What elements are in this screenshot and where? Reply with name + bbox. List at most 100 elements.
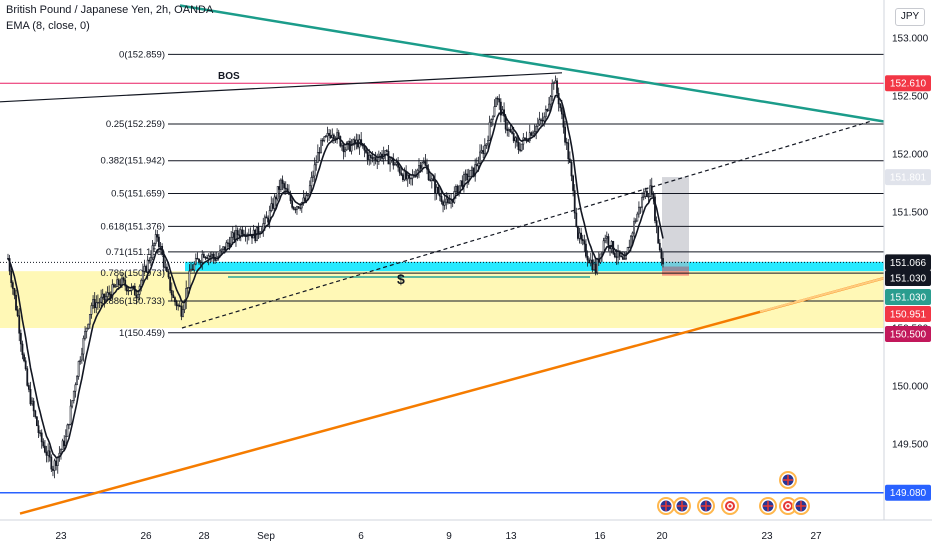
price-tick-label: 152.500 xyxy=(892,92,929,103)
candle-up xyxy=(87,323,90,329)
candle-down xyxy=(402,174,404,181)
candle-down xyxy=(577,226,579,239)
candle-up xyxy=(77,361,80,377)
candle-down xyxy=(400,172,403,176)
fib-level-label: 0.5(151.659) xyxy=(111,189,165,200)
price-tag xyxy=(885,306,931,322)
candle-up xyxy=(31,400,33,405)
candle-up xyxy=(47,450,50,456)
candle-up xyxy=(345,142,348,151)
candle-up xyxy=(410,177,412,180)
fib-level-label: 0.886(150.733) xyxy=(101,296,165,307)
candle-up xyxy=(308,185,311,195)
candle-down xyxy=(175,301,178,307)
candle-down xyxy=(342,144,345,153)
candle-down xyxy=(11,282,14,289)
candle-up xyxy=(185,288,188,303)
candle-up xyxy=(313,164,316,177)
price-tag xyxy=(885,289,931,305)
price-tick-label: 150.000 xyxy=(892,382,929,393)
candle-down xyxy=(169,276,172,291)
candle-up xyxy=(210,253,213,257)
candle-down xyxy=(156,234,159,238)
candle-down xyxy=(329,135,332,138)
candle-up xyxy=(84,330,86,339)
candle-down xyxy=(93,299,96,309)
candle-up xyxy=(644,190,647,197)
event-dot-center-icon[interactable] xyxy=(728,504,732,508)
candle-up xyxy=(316,152,319,163)
candle-down xyxy=(63,440,66,447)
candle-up xyxy=(393,163,396,166)
candle-up xyxy=(549,96,552,105)
candle-up xyxy=(469,169,472,177)
candle-up xyxy=(536,123,539,127)
price-tag-label: 150.951 xyxy=(890,310,927,321)
candle-down xyxy=(607,236,610,246)
candle-up xyxy=(474,164,477,177)
candle-down xyxy=(560,107,563,115)
trendline-orange xyxy=(19,276,885,515)
candle-up xyxy=(69,405,72,425)
candle-down xyxy=(158,236,160,247)
candle-up xyxy=(74,384,77,392)
candle-down xyxy=(15,294,17,311)
candle-up xyxy=(66,424,69,437)
event-dot-center-icon[interactable] xyxy=(786,504,790,508)
candle-down xyxy=(446,198,449,203)
currency-button[interactable]: JPY xyxy=(895,8,925,26)
candle-up xyxy=(395,162,398,165)
indicator-legend[interactable]: EMA (8, close, 0) xyxy=(6,20,90,32)
candle-down xyxy=(44,445,46,453)
fib-level-label: 0.618(151.376) xyxy=(101,221,165,232)
candle-up xyxy=(552,82,555,84)
candle-up xyxy=(121,277,123,285)
candle-down xyxy=(613,253,616,257)
trendline-bos xyxy=(0,72,563,103)
candle-up xyxy=(430,178,433,182)
candle-up xyxy=(634,220,637,223)
candle-up xyxy=(114,286,117,288)
fib-level-label: 0.71(151.156) xyxy=(106,247,165,258)
candle-down xyxy=(657,225,660,244)
candle-up xyxy=(79,359,82,362)
candle-down xyxy=(241,229,244,235)
candle-up xyxy=(483,145,486,155)
price-tag-label: 152.610 xyxy=(890,79,927,90)
candle-down xyxy=(448,202,451,204)
bos-label: BOS xyxy=(218,71,240,82)
candle-down xyxy=(586,255,589,261)
candle-up xyxy=(373,157,375,160)
candle-down xyxy=(223,246,226,251)
candle-down xyxy=(283,183,286,189)
candle-down xyxy=(291,200,294,208)
candle-down xyxy=(198,258,200,263)
candle-up xyxy=(623,258,626,260)
candle-down xyxy=(122,277,125,281)
price-tick-label: 153.000 xyxy=(892,34,929,45)
price-tag-label: 149.080 xyxy=(890,488,927,499)
candle-up xyxy=(85,327,88,332)
time-tick-label: 23 xyxy=(55,531,67,542)
candle-down xyxy=(318,152,321,154)
candle-down xyxy=(202,254,205,258)
candle-up xyxy=(276,186,279,200)
candle-up xyxy=(310,177,313,187)
candle-up xyxy=(625,253,627,260)
candle-down xyxy=(371,157,374,160)
candle-down xyxy=(591,259,594,271)
candle-up xyxy=(514,137,517,142)
candle-down xyxy=(228,242,231,247)
price-tag-label: 151.801 xyxy=(890,173,927,184)
candle-down xyxy=(646,190,648,198)
candle-up xyxy=(647,196,650,198)
candle-up xyxy=(151,245,154,259)
candle-up xyxy=(443,201,446,206)
candle-down xyxy=(506,128,509,131)
candle-down xyxy=(541,120,544,122)
candle-up xyxy=(92,299,94,306)
candle-down xyxy=(27,385,30,390)
candle-down xyxy=(429,179,432,182)
